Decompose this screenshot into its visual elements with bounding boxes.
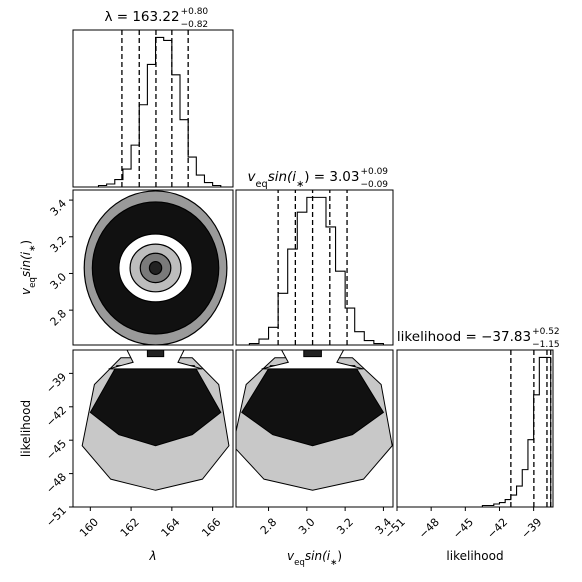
panel-frame bbox=[235, 189, 394, 346]
panel-frame bbox=[72, 189, 234, 346]
panel-title: veqsin(i∗) = 3.03 bbox=[248, 169, 360, 190]
density-region bbox=[261, 350, 364, 370]
y-tick-label: −45 bbox=[44, 437, 70, 463]
y-axis-label-part: ∗ bbox=[28, 245, 38, 252]
panel bbox=[90, 30, 222, 187]
x-axis-label-part: λ bbox=[148, 549, 156, 563]
y-axis-label: veqsin(i∗) bbox=[19, 240, 38, 295]
x-axis-label: λ bbox=[148, 549, 156, 563]
y-axis-label: likelihood bbox=[19, 400, 33, 457]
x-axis-label: likelihood bbox=[446, 549, 503, 563]
x-axis-label-part: ) bbox=[337, 549, 342, 563]
x-tick-label: −45 bbox=[450, 516, 476, 542]
x-tick-label: 164 bbox=[159, 516, 183, 540]
panel bbox=[83, 190, 228, 345]
y-tick-label: −42 bbox=[44, 404, 70, 430]
x-tick-label: 160 bbox=[77, 516, 101, 540]
panel-title-part: likelihood = −37.83 bbox=[397, 329, 531, 345]
panel bbox=[81, 350, 230, 491]
panel bbox=[248, 190, 384, 345]
panel-frame bbox=[72, 349, 234, 508]
panel-title-part: ∗ bbox=[296, 179, 304, 190]
y-axis-label-part: ) bbox=[19, 240, 33, 245]
x-tick-label: 3.2 bbox=[334, 516, 356, 538]
y-tick-label: −51 bbox=[44, 504, 70, 530]
x-tick-label: 3.0 bbox=[296, 516, 318, 538]
panel-title: λ = 163.22 bbox=[104, 9, 179, 25]
y-tick-label: 3.0 bbox=[48, 270, 70, 292]
panel-title-part: ) = 3.03 bbox=[304, 169, 359, 185]
y-tick-label: 3.4 bbox=[48, 197, 70, 219]
panel-title: likelihood = −37.83 bbox=[397, 329, 531, 345]
panel-title-part: v bbox=[248, 169, 257, 185]
title-lower: −0.82 bbox=[181, 20, 209, 30]
y-tick-label: 3.2 bbox=[48, 234, 70, 256]
histogram-step bbox=[476, 356, 552, 507]
density-contour bbox=[148, 260, 163, 275]
x-tick-label: 2.8 bbox=[258, 516, 280, 538]
title-upper: +0.52 bbox=[532, 327, 560, 337]
x-axis-label-part: ∗ bbox=[330, 558, 337, 568]
x-tick-label: −39 bbox=[519, 516, 545, 542]
x-tick-label: 166 bbox=[199, 516, 223, 540]
panel-title-part: eq bbox=[256, 179, 268, 190]
x-tick-label: −48 bbox=[416, 516, 442, 542]
panel bbox=[236, 350, 393, 491]
title-lower: −0.09 bbox=[360, 180, 388, 190]
x-axis-label-part: eq bbox=[294, 558, 305, 568]
histogram-step bbox=[90, 36, 222, 187]
y-axis-label-part: eq bbox=[28, 277, 38, 288]
y-tick-label: 2.8 bbox=[48, 307, 70, 329]
y-axis-label-part: likelihood bbox=[19, 400, 33, 457]
density-region bbox=[146, 350, 165, 358]
x-axis-label-part: v bbox=[287, 549, 295, 563]
x-axis-label-part: sin(i bbox=[305, 549, 331, 563]
x-axis-label: veqsin(i∗) bbox=[287, 549, 342, 568]
y-axis-label-part: v bbox=[19, 287, 33, 295]
density-region bbox=[303, 350, 322, 358]
panel-frame bbox=[72, 29, 234, 188]
title-upper: +0.80 bbox=[181, 7, 209, 17]
x-tick-label: 162 bbox=[118, 516, 142, 540]
histogram-step bbox=[248, 196, 384, 345]
panel-frame bbox=[396, 349, 554, 508]
panel-frame bbox=[235, 349, 394, 508]
x-axis-label-part: likelihood bbox=[446, 549, 503, 563]
y-tick-label: −48 bbox=[44, 471, 70, 497]
density-region bbox=[108, 350, 203, 370]
y-tick-label: −39 bbox=[44, 370, 70, 396]
panel-title-part: sin(i bbox=[268, 169, 297, 185]
x-tick-label: −42 bbox=[485, 516, 511, 542]
title-lower: −1.15 bbox=[532, 340, 560, 350]
panel bbox=[476, 350, 552, 507]
y-axis-label-part: sin(i bbox=[19, 251, 33, 277]
panel-title-part: λ = 163.22 bbox=[104, 9, 179, 25]
title-upper: +0.09 bbox=[360, 167, 388, 177]
